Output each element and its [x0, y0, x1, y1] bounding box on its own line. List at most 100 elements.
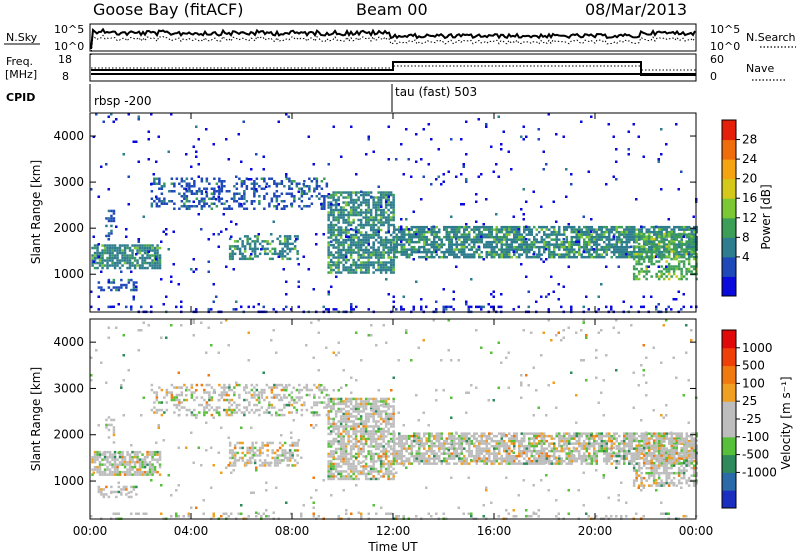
heatmap-cell	[365, 269, 368, 272]
heatmap-cell	[531, 228, 534, 231]
heatmap-cell	[301, 389, 304, 392]
heatmap-cell	[621, 251, 624, 254]
heatmap-cell	[392, 219, 395, 222]
heatmap-cell	[423, 460, 426, 463]
heatmap-cell	[421, 246, 424, 249]
heatmap-cell	[360, 450, 363, 453]
heatmap-cell	[460, 138, 463, 141]
heatmap-cell	[655, 306, 658, 309]
heatmap-cell	[105, 163, 108, 166]
heatmap-cell	[332, 234, 335, 237]
heatmap-cell	[355, 173, 358, 176]
heatmap-cell	[491, 231, 494, 234]
heatmap-cell	[156, 451, 159, 454]
heatmap-cell	[401, 248, 404, 251]
heatmap-cell	[223, 391, 226, 394]
heatmap-cell	[380, 455, 383, 458]
heatmap-cell	[553, 201, 556, 204]
heatmap-cell	[380, 428, 383, 431]
heatmap-cell	[382, 448, 385, 451]
heatmap-cell	[370, 438, 373, 441]
heatmap-cell	[601, 231, 604, 234]
heatmap-cell	[104, 264, 107, 267]
heatmap-cell	[104, 473, 107, 476]
heatmap-cell	[380, 251, 383, 254]
heatmap-cell	[578, 231, 581, 234]
heatmap-cell	[139, 463, 142, 466]
heatmap-cell	[496, 253, 499, 256]
heatmap-cell	[365, 468, 368, 471]
heatmap-cell	[131, 244, 134, 247]
heatmap-cell	[375, 216, 378, 219]
y-tick-label: 4000	[53, 129, 84, 143]
heatmap-cell	[650, 296, 653, 299]
heatmap-cell	[113, 279, 116, 282]
heatmap-cell	[303, 190, 306, 193]
heatmap-cell	[168, 391, 171, 394]
heatmap-cell	[337, 214, 340, 217]
heatmap-cell	[213, 301, 216, 304]
heatmap-cell	[130, 279, 133, 282]
heatmap-cell	[440, 183, 443, 186]
heatmap-cell	[239, 447, 242, 450]
heatmap-cell	[668, 263, 671, 266]
heatmap-cell	[418, 445, 421, 448]
heatmap-cell	[111, 244, 114, 247]
heatmap-cell	[271, 198, 274, 201]
heatmap-cell	[105, 235, 108, 238]
colorbar-tick-label: 24	[742, 152, 757, 166]
heatmap-cell	[601, 228, 604, 231]
heatmap-cell	[377, 251, 380, 254]
heatmap-cell	[428, 460, 431, 463]
heatmap-cell	[355, 410, 358, 413]
heatmap-cell	[249, 258, 252, 261]
heatmap-cell	[113, 491, 116, 494]
heatmap-cell	[120, 488, 123, 491]
heatmap-cell	[372, 266, 375, 269]
heatmap-cell	[352, 448, 355, 451]
heatmap-cell	[408, 241, 411, 244]
heatmap-cell	[506, 243, 509, 246]
heatmap-cell	[488, 233, 491, 236]
heatmap-cell	[398, 437, 401, 440]
heatmap-cell	[390, 415, 393, 418]
heatmap-cell	[109, 471, 112, 474]
heatmap-cell	[226, 200, 229, 203]
heatmap-cell	[372, 415, 375, 418]
heatmap-cell	[398, 442, 401, 445]
heatmap-cell	[124, 463, 127, 466]
heatmap-cell	[201, 198, 204, 201]
heatmap-cell	[583, 306, 586, 309]
heatmap-cell	[370, 229, 373, 232]
heatmap-cell	[284, 245, 287, 248]
heatmap-cell	[230, 221, 233, 224]
y-tick-label: 3000	[53, 175, 84, 189]
heatmap-cell	[418, 455, 421, 458]
heatmap-cell	[218, 384, 221, 387]
heatmap-cell	[678, 278, 681, 281]
heatmap-cell	[438, 231, 441, 234]
heatmap-cell	[347, 433, 350, 436]
heatmap-cell	[392, 438, 395, 441]
heatmap-cell	[342, 239, 345, 242]
heatmap-cell	[377, 448, 380, 451]
heatmap-cell	[266, 243, 269, 246]
heatmap-cell	[342, 435, 345, 438]
heatmap-cell	[426, 437, 429, 440]
heatmap-cell	[660, 265, 663, 268]
heatmap-cell	[418, 228, 421, 231]
heatmap-cell	[298, 281, 301, 284]
heatmap-cell	[213, 193, 216, 196]
heatmap-cell	[119, 456, 122, 459]
heatmap-cell	[426, 462, 429, 465]
heatmap-cell	[241, 258, 244, 261]
heatmap-cell	[380, 261, 383, 264]
heatmap-cell	[421, 233, 424, 236]
heatmap-cell	[370, 254, 373, 256]
heatmap-cell	[448, 241, 451, 244]
heatmap-cell	[670, 258, 673, 261]
heatmap-cell	[400, 143, 403, 146]
heatmap-cell	[660, 275, 663, 278]
heatmap-cell	[421, 231, 424, 234]
heatmap-cell	[350, 191, 353, 194]
